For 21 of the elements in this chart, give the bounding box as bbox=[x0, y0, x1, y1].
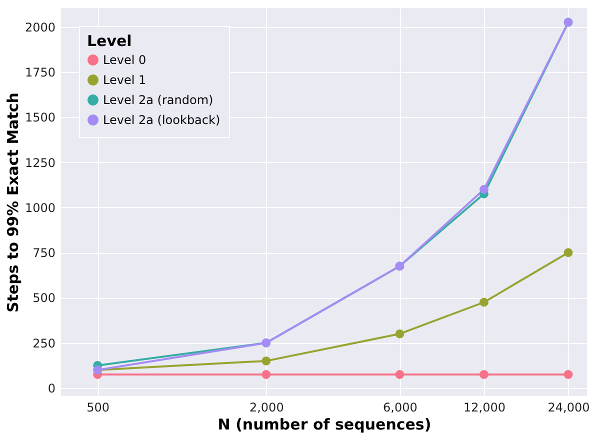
x-tick-label: 500 bbox=[86, 400, 110, 414]
x-axis-title: N (number of sequences) bbox=[218, 416, 432, 434]
y-tick-label: 0 bbox=[48, 382, 56, 396]
y-tick-label: 500 bbox=[32, 291, 56, 306]
y-tick-label: 250 bbox=[32, 336, 56, 350]
y-tick-label: 1500 bbox=[24, 110, 56, 125]
y-tick-label: 1750 bbox=[24, 65, 56, 80]
legend-label: Level 0 bbox=[103, 53, 146, 67]
x-tick-label: 6,000 bbox=[383, 400, 418, 414]
legend-label: Level 1 bbox=[103, 73, 146, 87]
y-tick-label: 1000 bbox=[24, 200, 56, 215]
x-tick-label: 24,000 bbox=[548, 400, 590, 414]
y-tick-label: 750 bbox=[32, 246, 56, 260]
y-axis-title: Steps to 99% Exact Match bbox=[4, 92, 22, 312]
y-tick-label: 1250 bbox=[24, 156, 56, 170]
x-tick-label: 12,000 bbox=[463, 400, 506, 414]
y-tick-label: 2000 bbox=[24, 20, 56, 34]
legend-title: Level bbox=[87, 32, 132, 50]
legend-label: Level 2a (random) bbox=[103, 93, 214, 107]
x-tick-label: 2,000 bbox=[249, 400, 284, 414]
legend-label: Level 2a (lookback) bbox=[103, 113, 220, 127]
